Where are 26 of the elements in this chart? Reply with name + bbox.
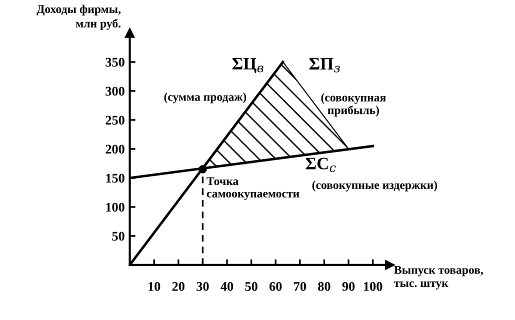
x-tick-label: 10	[148, 282, 160, 291]
annotation: (совокупные издержки)	[312, 180, 438, 192]
x-tick-label: 80	[318, 282, 330, 291]
x-tick-label: 50	[245, 282, 258, 291]
y-tick-label: 150	[106, 174, 124, 183]
annotation: ΣЦ$_{в}$	[232, 58, 264, 74]
x-tick-label: 40	[220, 282, 234, 291]
x-tick-label: 30	[196, 282, 209, 291]
y-axis-title: Доходы фирмы, млн руб.	[36, 4, 121, 30]
x-tick-label: 20	[172, 282, 184, 291]
annotation: (сумма продаж)	[164, 92, 246, 104]
annotation: Точка самоокупаемости	[206, 177, 300, 200]
annotation: ΣС$_{с}$	[306, 158, 336, 172]
annotation: ΣП$_{з}$	[309, 58, 340, 72]
y-tick-label: 350	[106, 58, 124, 67]
x-axis-title: Выпуск товаров, тыс. штук	[394, 266, 483, 290]
x-tick-label: 90	[342, 282, 355, 291]
y-tick-label: 300	[106, 86, 124, 96]
annotation: (совокупная прибыль)	[321, 93, 386, 117]
x-tick-label: 100	[364, 282, 382, 291]
x-tick-label: 70	[294, 282, 306, 291]
y-tick-label: 100	[106, 202, 124, 212]
y-tick-label: 250	[106, 116, 124, 125]
y-tick-label: 200	[106, 144, 124, 154]
y-tick-label: 50	[112, 232, 124, 241]
x-tick-label: 60	[269, 282, 282, 291]
